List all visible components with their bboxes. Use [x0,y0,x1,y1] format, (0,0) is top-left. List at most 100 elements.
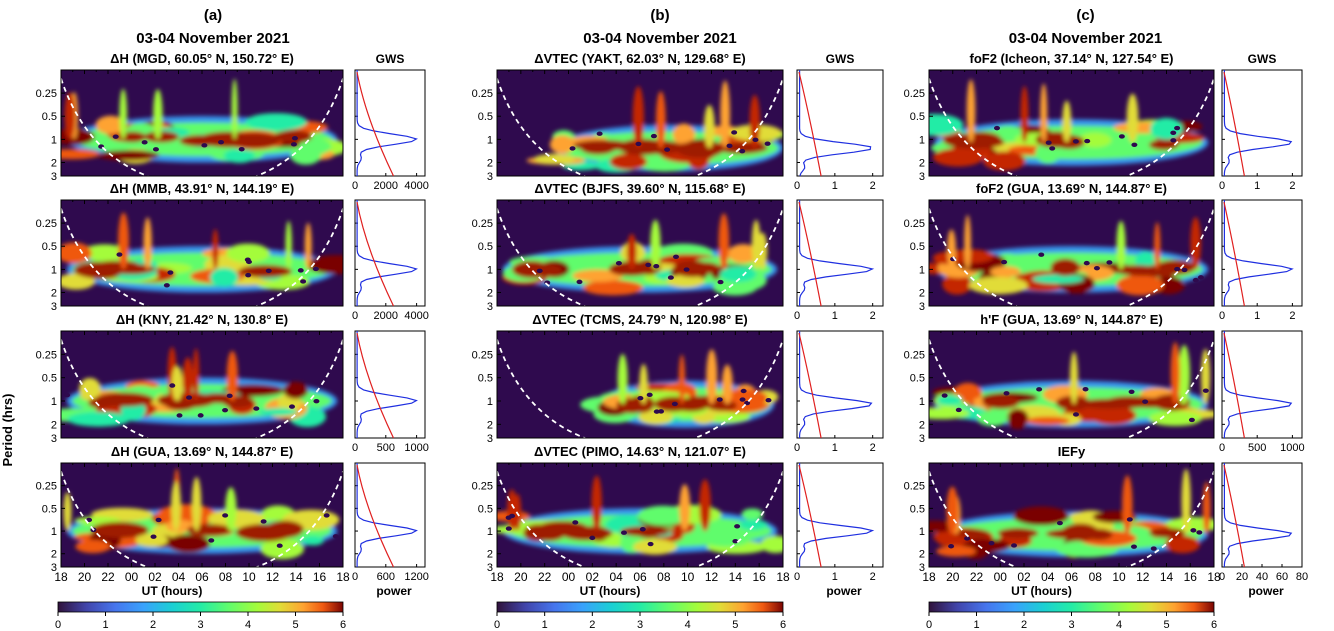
gws-tick-label: 0 [352,180,358,192]
power-spike [507,489,517,532]
period-tick-label: 2 [487,287,493,299]
period-tick-label: 0.5 [42,503,57,515]
ut-tick-label: 12 [266,570,280,584]
power-spike [639,363,648,405]
period-tick-label: 0.25 [36,349,57,361]
scalogram-blobs [929,468,1214,567]
power-hole [739,148,746,154]
power-spike [720,80,731,149]
power-hole [313,398,320,404]
ut-tick-label: 18 [1207,570,1221,584]
panel-1-0: ΔVTEC (YAKT, 62.03° N, 129.68° E) 0.25 0.5… [472,51,884,192]
gws-curve [356,200,418,306]
power-spike [225,487,237,532]
power-hole [1150,546,1157,551]
gws-tick-label: 1 [832,310,838,322]
power-spike [1126,93,1139,143]
power-core [238,264,292,278]
power-spike [1170,341,1180,405]
power-hole [1188,417,1195,423]
power-blob [672,123,696,146]
panel-date: 03-04 November 2021 [1009,30,1162,47]
power-hole [1196,530,1203,535]
power-hole [739,397,746,402]
gws-tick-label: 2 [870,571,876,583]
colorbar-tick-label: 2 [150,619,156,631]
power-hole [245,272,252,278]
scalogram-blobs [61,468,343,567]
colorbar-tick-label: 3 [197,619,203,631]
power-hole [664,147,671,152]
power-core [94,392,154,407]
power-hole [717,279,724,285]
gws-tick-label: 1 [1254,180,1260,192]
power-spike [650,219,661,270]
power-blob [1026,416,1070,426]
colorbar-gradient [496,601,784,613]
power-hole [650,133,657,139]
colorbar-tick-label: 1 [542,619,548,631]
power-blob [302,535,324,546]
power-hole [1038,252,1045,257]
gws-tick-label: 1 [832,571,838,583]
significance-line [798,201,822,307]
gws-tick-label: 40 [1256,571,1268,583]
power-spike [171,481,181,532]
gws-tick-label: 0 [794,310,800,322]
colorbar-tick-label: 5 [732,619,738,631]
period-tick-label: 2 [919,549,925,561]
power-hole [1130,544,1137,549]
period-tick-label: 2 [51,549,57,561]
blob-layer [929,341,1214,430]
power-blob [81,244,128,261]
power-hole [653,264,660,269]
power-blob [609,153,648,170]
gws-curve [798,331,873,438]
power-hole [64,392,71,398]
power-hole [288,404,295,409]
power-spike [304,222,312,270]
power-spike [751,219,761,270]
period-tick-label: 1 [51,134,57,146]
power-spike [703,104,715,149]
panel-letter: (a) [204,7,222,24]
power-hole [1049,146,1056,151]
ut-tick-label: 14 [289,570,303,584]
power-spike [1178,344,1191,405]
gws-tick-label: 2000 [374,180,398,192]
power-core [198,131,258,148]
period-tick-label: 3 [919,171,925,183]
period-tick-label: 0.5 [910,373,925,385]
power-hole [186,395,193,400]
power-hole [1056,520,1063,526]
power-hole [740,388,747,394]
colorbar-tick-label: 5 [292,619,298,631]
panel-1-3: ΔVTEC (PIMO, 14.63° N, 121.07° E) 0.25 0.5… [472,444,884,598]
power-blob [1116,274,1164,296]
panel-title: ΔH (KNY, 21.42° N, 130.8° E) [116,312,288,327]
power-spike [1190,216,1201,270]
ut-tick-label: 02 [148,570,162,584]
gws-tick-label: 600 [377,571,395,583]
gws-tick-label: 2 [1289,310,1295,322]
power-blob [549,135,575,154]
panel-title: h'F (GUA, 13.69° N, 144.87° E) [980,312,1163,327]
colorbar-tick-label: 4 [685,619,691,631]
colorbar-gradient [928,601,1215,613]
ut-tick-label: 20 [946,570,960,584]
gws-tick-label: 1000 [404,442,428,454]
power-hole [163,283,170,288]
power-hole [1192,277,1199,283]
power-core [73,261,121,279]
power-hole [312,266,319,272]
gws-title: GWS [1248,52,1277,66]
period-tick-label: 2 [51,419,57,431]
power-blob [990,266,1021,278]
scalogram-blobs [497,339,783,438]
power-spike [966,79,976,143]
power-core [1104,395,1155,409]
panel-1-1: ΔVTEC (BJFS, 39.60° N, 115.68° E) 0.25 0.5… [472,181,884,322]
